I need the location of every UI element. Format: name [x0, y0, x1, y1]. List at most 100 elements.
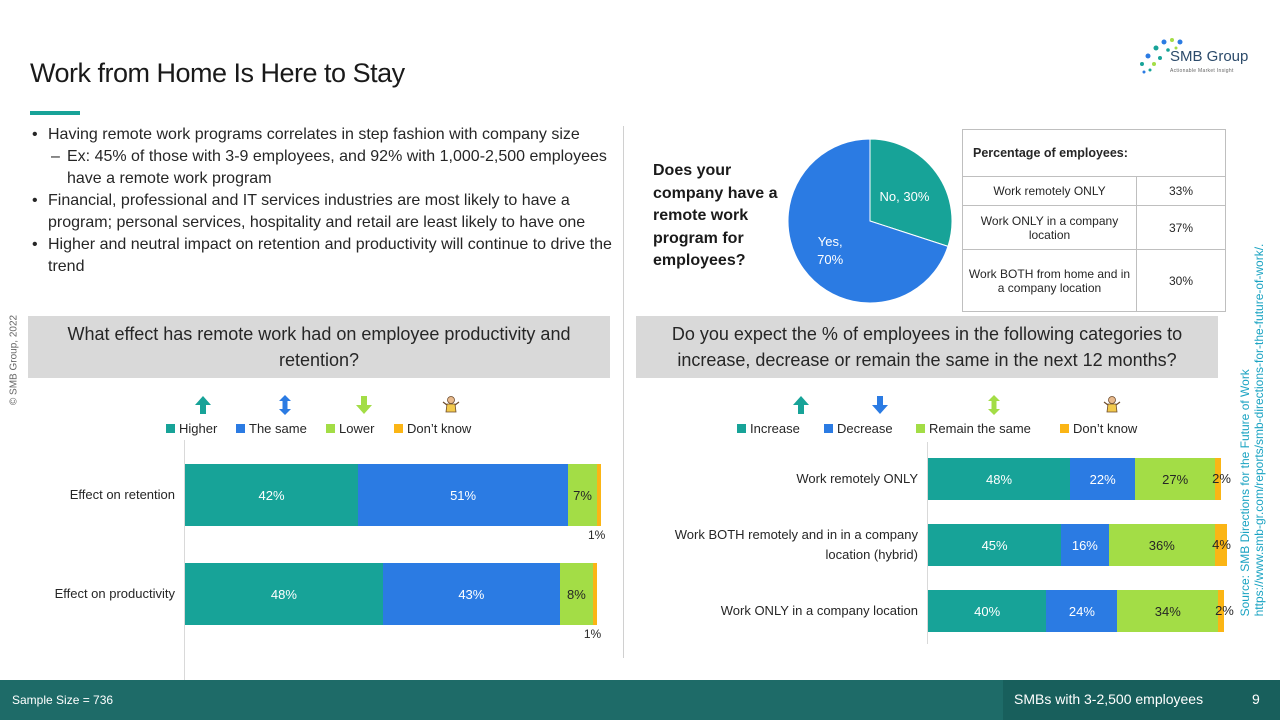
- retention-productivity-question: What effect has remote work had on emplo…: [28, 316, 610, 378]
- legend-swatch: [824, 424, 833, 433]
- table-cell-value: 37%: [1136, 205, 1226, 250]
- up-down-arrow-icon: [275, 395, 295, 420]
- smb-group-logo: [1140, 38, 1183, 74]
- logo-tagline: Actionable Market Insight: [1170, 68, 1234, 74]
- category-label: Work ONLY in a company location: [720, 603, 918, 618]
- shrugging-person-icon: [441, 395, 461, 420]
- data-label: 2%: [1212, 471, 1231, 486]
- data-label: 8%: [566, 586, 586, 602]
- bar-segment: 36%: [1108, 524, 1216, 566]
- legend-label: Remain the same: [929, 421, 1031, 436]
- bar-segment: 51%: [358, 464, 569, 526]
- legend-swatch: [916, 424, 925, 433]
- category-axis: [184, 440, 185, 685]
- up-arrow-icon: [791, 395, 811, 420]
- data-label: 36%: [1148, 537, 1175, 553]
- data-label: 45%: [981, 537, 1008, 553]
- data-label: 34%: [1154, 603, 1181, 619]
- data-label: 24%: [1068, 603, 1095, 619]
- pie-question: Does your company have a remote work pro…: [653, 162, 778, 269]
- legend-item: Increase: [737, 421, 800, 436]
- legend-item: Lower: [326, 421, 374, 436]
- legend-label: Higher: [179, 421, 218, 436]
- data-label: 27%: [1162, 471, 1189, 487]
- category-label: Work remotely ONLY: [796, 471, 918, 486]
- pie-data-label: No, 30%: [880, 189, 930, 204]
- table-cell-label: Work remotely ONLY: [962, 176, 1137, 206]
- title-underline: [30, 111, 80, 115]
- logo-name: SMB Group: [1170, 48, 1249, 65]
- category-change-question: Do you expect the % of employees in the …: [636, 316, 1218, 378]
- key-findings-list: Having remote work programs correlates i…: [30, 124, 620, 278]
- page-number: 9: [1252, 691, 1260, 707]
- down-arrow-icon: [354, 395, 374, 420]
- data-label: 1%: [588, 528, 606, 542]
- bar-segment: 22%: [1070, 458, 1136, 500]
- legend-swatch: [236, 424, 245, 433]
- source-citation: Source: SMB Directions for the Future of…: [1232, 200, 1272, 660]
- page-title: Work from Home Is Here to Stay: [30, 58, 405, 88]
- data-label: 42%: [258, 487, 285, 503]
- table-row: Work ONLY in a company location 37%: [962, 205, 1226, 250]
- bar-segment: 48%: [928, 458, 1071, 500]
- source-url[interactable]: https://www.smb-gr.com/reports/smb-direc…: [1252, 243, 1266, 617]
- up-arrow-icon: [193, 395, 213, 420]
- legend-item: Higher: [166, 421, 217, 436]
- question-text: What effect has remote work had on emplo…: [67, 324, 571, 370]
- pie-slice-no: [869, 138, 953, 247]
- bullet-item: Having remote work programs correlates i…: [30, 124, 620, 146]
- data-label: 22%: [1089, 471, 1116, 487]
- bar-segment: [597, 464, 602, 526]
- table-cell-value: 30%: [1136, 249, 1226, 312]
- table-row: Work remotely ONLY 33%: [962, 176, 1226, 206]
- legend-item: The same: [236, 421, 307, 436]
- bar-segment: 16%: [1061, 524, 1109, 566]
- category-label: Effect on productivity: [54, 586, 175, 601]
- legend-label: Decrease: [837, 421, 893, 436]
- data-label: 43%: [458, 586, 485, 602]
- up-down-arrow-icon: [984, 395, 1004, 420]
- data-label: 48%: [986, 471, 1013, 487]
- question-text: Do you expect the % of employees in the …: [671, 324, 1183, 370]
- legend-label: The same: [249, 421, 307, 436]
- table-cell-label: Work ONLY in a company location: [962, 205, 1137, 250]
- legend-item: Remain the same: [916, 421, 1031, 436]
- source-line: Source: SMB Directions for the Future of…: [1238, 369, 1252, 617]
- data-label: 7%: [573, 487, 592, 503]
- footer-right-panel: [1003, 680, 1280, 720]
- legend-swatch: [166, 424, 175, 433]
- data-label: 16%: [1071, 537, 1098, 553]
- table-cell-value: 33%: [1136, 176, 1226, 206]
- bar-segment: 43%: [382, 563, 560, 625]
- category-label: Work BOTH remotely and in in a company l…: [674, 527, 918, 562]
- data-label: 40%: [974, 603, 1001, 619]
- legend-item: Decrease: [824, 421, 893, 436]
- column-divider: [623, 126, 624, 658]
- bar-segment: 40%: [928, 590, 1047, 632]
- footer-segment: SMBs with 3-2,500 employees: [1014, 691, 1204, 707]
- bar-segment: 27%: [1135, 458, 1216, 500]
- sub-bullet-item: Ex: 45% of those with 3-9 employees, and…: [30, 146, 620, 190]
- pie-data-label: 70%: [817, 252, 843, 267]
- legend-swatch: [326, 424, 335, 433]
- bar-segment: 24%: [1046, 590, 1118, 632]
- bar-segment: 42%: [185, 464, 359, 526]
- data-label: 51%: [450, 487, 477, 503]
- legend-item: Don’t know: [1060, 421, 1137, 436]
- bar-segment: 8%: [559, 563, 593, 625]
- legend-label: Lower: [339, 421, 375, 436]
- employee-percentage-table: Percentage of employees: Work remotely O…: [962, 129, 1226, 312]
- sample-size: Sample Size = 736: [12, 693, 114, 707]
- retention-productivity-chart: Higher The same Lower Don’t know Effect on …: [0, 390, 623, 685]
- legend-swatch: [737, 424, 746, 433]
- bar-segment: [1218, 590, 1224, 632]
- data-label: 4%: [1212, 537, 1231, 552]
- down-arrow-icon: [870, 395, 890, 420]
- data-label: 1%: [583, 627, 602, 641]
- legend-label: Don’t know: [407, 421, 472, 436]
- pie-data-label: Yes,: [818, 234, 843, 249]
- legend-item: Don’t know: [394, 421, 471, 436]
- bar-segment: 34%: [1117, 590, 1219, 632]
- table-header: Percentage of employees:: [962, 129, 1226, 177]
- bar-segment: 7%: [568, 464, 597, 526]
